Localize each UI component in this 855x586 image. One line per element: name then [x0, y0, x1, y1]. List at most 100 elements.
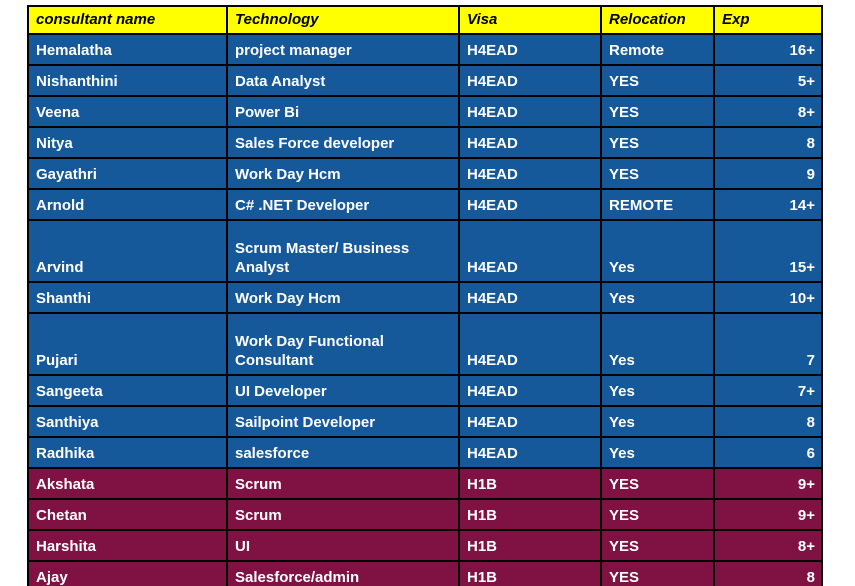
cell-relocation[interactable]: YES	[600, 529, 715, 562]
table-row: Gayathri Work Day Hcm H4EAD YES 9	[27, 157, 823, 190]
cell-exp[interactable]: 7	[713, 312, 823, 376]
cell-technology[interactable]: Scrum	[226, 498, 460, 531]
cell-visa[interactable]: H1B	[458, 529, 602, 562]
header-row: consultant name Technology Visa Relocati…	[27, 5, 823, 35]
cell-technology[interactable]: salesforce	[226, 436, 460, 469]
cell-name[interactable]: Hemalatha	[27, 33, 228, 66]
cell-relocation[interactable]: YES	[600, 126, 715, 159]
cell-name[interactable]: Santhiya	[27, 405, 228, 438]
cell-name[interactable]: Radhika	[27, 436, 228, 469]
cell-relocation[interactable]: YES	[600, 64, 715, 97]
table-row: Hemalatha project manager H4EAD Remote 16+	[27, 33, 823, 66]
cell-visa[interactable]: H4EAD	[458, 64, 602, 97]
cell-relocation[interactable]: Yes	[600, 374, 715, 407]
cell-name[interactable]: Veena	[27, 95, 228, 128]
cell-relocation[interactable]: Remote	[600, 33, 715, 66]
cell-technology[interactable]: project manager	[226, 33, 460, 66]
table-body: Hemalatha project manager H4EAD Remote 16+ Ni…	[27, 33, 823, 586]
cell-relocation[interactable]: YES	[600, 95, 715, 128]
column-header-exp[interactable]: Exp	[713, 5, 823, 35]
cell-technology[interactable]: Scrum	[226, 467, 460, 500]
cell-relocation[interactable]: Yes	[600, 436, 715, 469]
cell-visa[interactable]: H4EAD	[458, 281, 602, 314]
cell-exp[interactable]: 5+	[713, 64, 823, 97]
cell-visa[interactable]: H1B	[458, 560, 602, 586]
cell-exp[interactable]: 9	[713, 157, 823, 190]
table-row: Pujari Work Day Functional Consultant H4EA…	[27, 312, 823, 376]
cell-visa[interactable]: H4EAD	[458, 436, 602, 469]
cell-technology[interactable]: Work Day Hcm	[226, 157, 460, 190]
cell-relocation[interactable]: Yes	[600, 312, 715, 376]
cell-relocation[interactable]: YES	[600, 467, 715, 500]
cell-name[interactable]: Chetan	[27, 498, 228, 531]
cell-name[interactable]: Pujari	[27, 312, 228, 376]
cell-name[interactable]: Nitya	[27, 126, 228, 159]
cell-visa[interactable]: H4EAD	[458, 188, 602, 221]
cell-technology[interactable]: Data Analyst	[226, 64, 460, 97]
cell-exp[interactable]: 9+	[713, 498, 823, 531]
table-row: Nishanthini Data Analyst H4EAD YES 5+	[27, 64, 823, 97]
cell-technology[interactable]: Work Day Functional Consultant	[226, 312, 460, 376]
cell-relocation[interactable]: Yes	[600, 405, 715, 438]
column-header-relocation[interactable]: Relocation	[600, 5, 715, 35]
cell-name[interactable]: Harshita	[27, 529, 228, 562]
cell-relocation[interactable]: YES	[600, 560, 715, 586]
cell-name[interactable]: Arnold	[27, 188, 228, 221]
cell-exp[interactable]: 8	[713, 126, 823, 159]
cell-technology[interactable]: UI Developer	[226, 374, 460, 407]
cell-visa[interactable]: H4EAD	[458, 374, 602, 407]
column-header-technology[interactable]: Technology	[226, 5, 460, 35]
cell-technology[interactable]: Sales Force developer	[226, 126, 460, 159]
cell-exp[interactable]: 8	[713, 560, 823, 586]
cell-visa[interactable]: H4EAD	[458, 405, 602, 438]
cell-technology[interactable]: Salesforce/admin	[226, 560, 460, 586]
cell-name[interactable]: Sangeeta	[27, 374, 228, 407]
cell-technology[interactable]: C# .NET Developer	[226, 188, 460, 221]
table-row: Akshata Scrum H1B YES 9+	[27, 467, 823, 500]
cell-exp[interactable]: 7+	[713, 374, 823, 407]
cell-relocation[interactable]: YES	[600, 157, 715, 190]
cell-visa[interactable]: H4EAD	[458, 219, 602, 283]
cell-technology[interactable]: UI	[226, 529, 460, 562]
cell-visa[interactable]: H4EAD	[458, 126, 602, 159]
cell-exp[interactable]: 8+	[713, 529, 823, 562]
table-row: Chetan Scrum H1B YES 9+	[27, 498, 823, 531]
table-row: Nitya Sales Force developer H4EAD YES 8	[27, 126, 823, 159]
cell-technology[interactable]: Work Day Hcm	[226, 281, 460, 314]
cell-exp[interactable]: 8	[713, 405, 823, 438]
consultants-table: consultant name Technology Visa Relocati…	[27, 5, 823, 586]
cell-relocation[interactable]: REMOTE	[600, 188, 715, 221]
cell-visa[interactable]: H1B	[458, 467, 602, 500]
cell-exp[interactable]: 15+	[713, 219, 823, 283]
cell-exp[interactable]: 6	[713, 436, 823, 469]
column-header-consultant-name[interactable]: consultant name	[27, 5, 228, 35]
cell-visa[interactable]: H4EAD	[458, 95, 602, 128]
cell-name[interactable]: Akshata	[27, 467, 228, 500]
cell-exp[interactable]: 10+	[713, 281, 823, 314]
cell-relocation[interactable]: YES	[600, 498, 715, 531]
table-row: Arnold C# .NET Developer H4EAD REMOTE 14+	[27, 188, 823, 221]
cell-name[interactable]: Ajay	[27, 560, 228, 586]
table-row: Harshita UI H1B YES 8+	[27, 529, 823, 562]
cell-name[interactable]: Shanthi	[27, 281, 228, 314]
cell-visa[interactable]: H4EAD	[458, 312, 602, 376]
cell-technology[interactable]: Power Bi	[226, 95, 460, 128]
cell-visa[interactable]: H4EAD	[458, 33, 602, 66]
cell-exp[interactable]: 16+	[713, 33, 823, 66]
cell-visa[interactable]: H4EAD	[458, 157, 602, 190]
column-header-visa[interactable]: Visa	[458, 5, 602, 35]
table-row: Radhika salesforce H4EAD Yes 6	[27, 436, 823, 469]
cell-exp[interactable]: 14+	[713, 188, 823, 221]
cell-name[interactable]: Arvind	[27, 219, 228, 283]
cell-visa[interactable]: H1B	[458, 498, 602, 531]
cell-exp[interactable]: 9+	[713, 467, 823, 500]
cell-relocation[interactable]: Yes	[600, 281, 715, 314]
cell-exp[interactable]: 8+	[713, 95, 823, 128]
cell-technology[interactable]: Sailpoint Developer	[226, 405, 460, 438]
cell-technology[interactable]: Scrum Master/ Business Analyst	[226, 219, 460, 283]
cell-name[interactable]: Gayathri	[27, 157, 228, 190]
cell-relocation[interactable]: Yes	[600, 219, 715, 283]
cell-name[interactable]: Nishanthini	[27, 64, 228, 97]
table-row: Sangeeta UI Developer H4EAD Yes 7+	[27, 374, 823, 407]
